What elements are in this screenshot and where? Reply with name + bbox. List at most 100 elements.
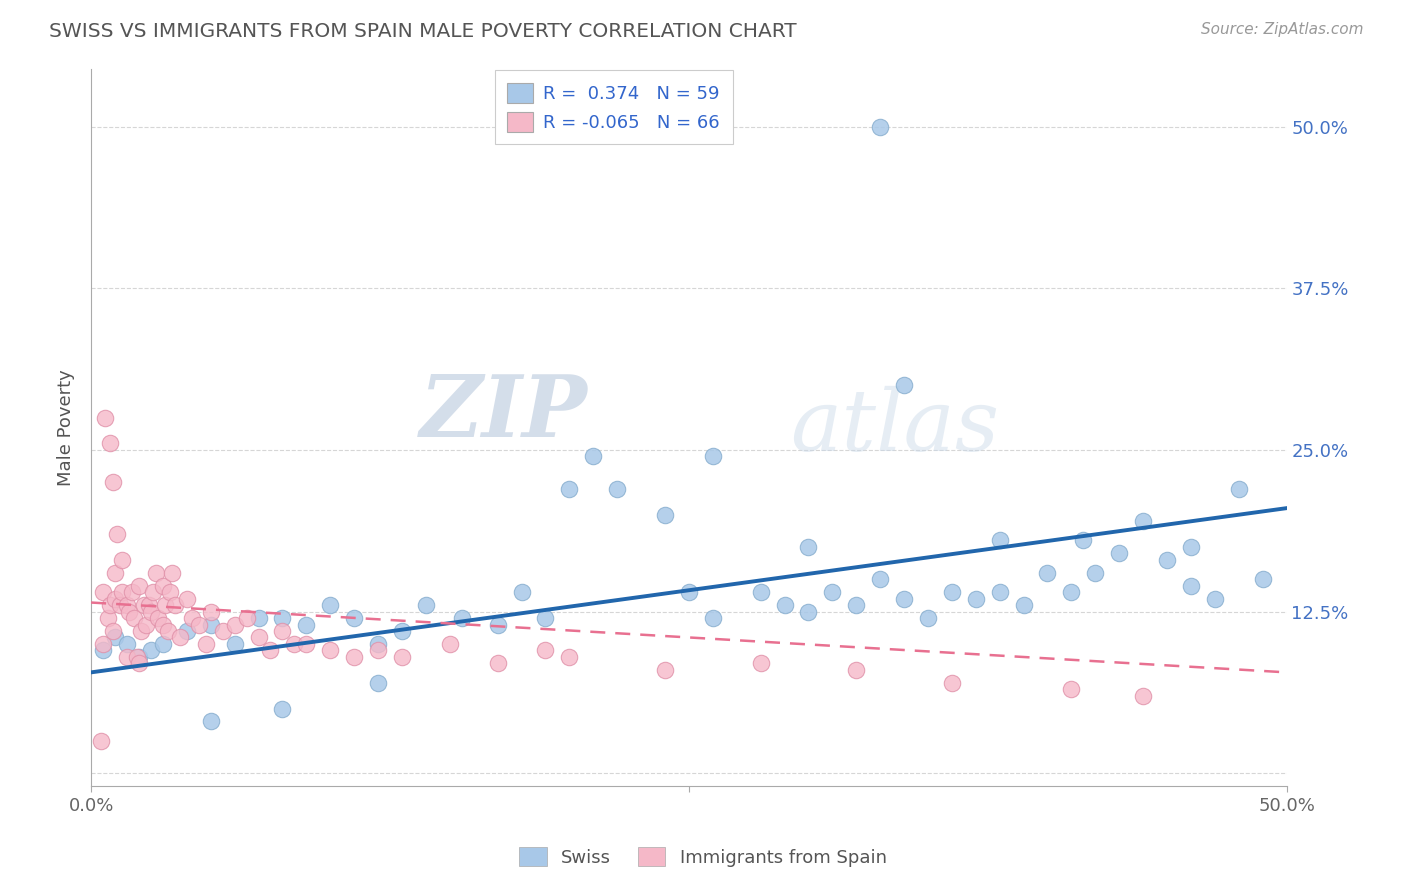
Point (176, 624, 198, 638)
Point (1180, 579, 1202, 593)
Point (1108, 546, 1130, 560)
Point (1204, 591, 1226, 606)
Point (1060, 682, 1083, 697)
Point (271, 701, 294, 715)
Point (606, 482, 628, 496)
Point (155, 598, 177, 612)
Point (893, 591, 915, 606)
Point (1036, 566, 1059, 580)
Point (247, 611, 270, 625)
Point (115, 598, 138, 612)
Point (187, 617, 209, 632)
Point (319, 598, 342, 612)
Point (152, 637, 174, 651)
Point (1012, 598, 1035, 612)
Point (773, 598, 796, 612)
Point (450, 611, 472, 625)
Point (200, 605, 222, 619)
Point (115, 637, 138, 651)
Legend: R =  0.374   N = 59, R = -0.065   N = 66: R = 0.374 N = 59, R = -0.065 N = 66 (495, 70, 733, 145)
Point (104, 631, 127, 645)
Point (941, 675, 963, 690)
Point (104, 566, 127, 580)
Point (146, 611, 169, 625)
Point (224, 617, 246, 632)
Point (534, 611, 557, 625)
Point (845, 663, 868, 677)
Point (169, 631, 191, 645)
Point (797, 540, 820, 554)
Point (821, 585, 844, 599)
Point (118, 605, 141, 619)
Point (283, 637, 305, 651)
Point (115, 649, 138, 664)
Point (111, 585, 134, 599)
Point (111, 553, 134, 567)
Point (1060, 585, 1083, 599)
Point (343, 611, 366, 625)
Point (135, 617, 157, 632)
Point (98, 598, 121, 612)
Point (128, 649, 150, 664)
Point (152, 579, 174, 593)
Point (1132, 514, 1154, 528)
Point (391, 649, 413, 664)
Point (319, 643, 342, 657)
Point (235, 611, 257, 625)
Point (988, 533, 1011, 548)
Point (159, 585, 181, 599)
Text: atlas: atlas (790, 386, 1000, 468)
Point (845, 598, 868, 612)
Point (749, 585, 772, 599)
Text: Source: ZipAtlas.com: Source: ZipAtlas.com (1201, 22, 1364, 37)
Point (122, 611, 145, 625)
Point (90, 734, 112, 748)
Point (295, 617, 318, 632)
Text: ZIP: ZIP (419, 371, 588, 455)
Point (91, 643, 114, 657)
Point (101, 475, 124, 490)
Point (131, 624, 153, 638)
Point (156, 624, 179, 638)
Point (1227, 482, 1250, 496)
Point (125, 649, 148, 664)
Point (941, 585, 963, 599)
Point (145, 566, 167, 580)
Point (965, 591, 987, 606)
Point (271, 611, 294, 625)
Point (534, 643, 557, 657)
Point (558, 649, 581, 664)
Point (97, 611, 120, 625)
Point (391, 624, 413, 638)
Point (367, 643, 389, 657)
Point (194, 637, 217, 651)
Point (295, 637, 318, 651)
Point (224, 637, 246, 651)
Point (367, 675, 389, 690)
Point (152, 617, 174, 632)
Point (259, 643, 281, 657)
Point (702, 611, 724, 625)
Point (162, 566, 184, 580)
Point (1132, 689, 1154, 703)
Point (415, 598, 437, 612)
Point (138, 598, 160, 612)
Point (917, 611, 939, 625)
Point (702, 450, 724, 464)
Point (678, 585, 700, 599)
Text: SWISS VS IMMIGRANTS FROM SPAIN MALE POVERTY CORRELATION CHART: SWISS VS IMMIGRANTS FROM SPAIN MALE POVE… (49, 22, 797, 41)
Point (271, 624, 294, 638)
Point (1073, 533, 1095, 548)
Point (163, 598, 186, 612)
Point (247, 631, 270, 645)
Point (91, 637, 114, 651)
Point (211, 624, 233, 638)
Point (107, 527, 129, 541)
Point (1156, 553, 1178, 567)
Legend: Swiss, Immigrants from Spain: Swiss, Immigrants from Spain (512, 840, 894, 874)
Point (582, 450, 605, 464)
Point (176, 591, 198, 606)
Point (343, 649, 366, 664)
Point (1251, 572, 1274, 586)
Point (869, 572, 891, 586)
